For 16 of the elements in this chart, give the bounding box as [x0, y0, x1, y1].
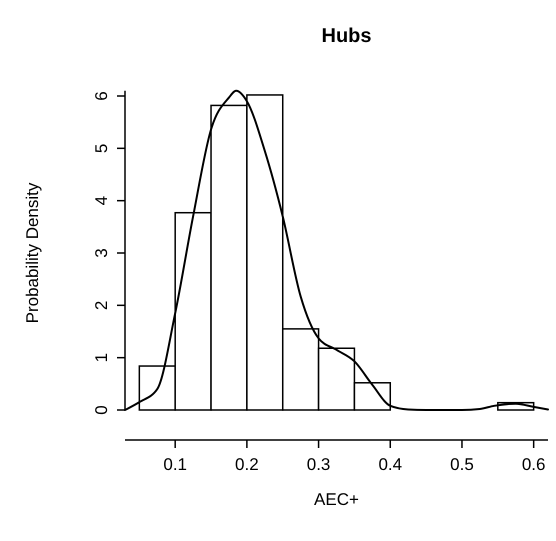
y-tick-label: 4 [92, 196, 111, 206]
y-tick-label: 3 [92, 248, 111, 258]
x-tick-label: 0.2 [235, 455, 259, 474]
x-tick-label: 0.1 [163, 455, 188, 474]
y-tick-label: 5 [92, 144, 111, 154]
x-tick-label: 0.3 [306, 455, 330, 474]
y-tick-label: 6 [92, 91, 111, 101]
chart-title: Hubs [322, 25, 372, 47]
x-tick-label: 0.5 [450, 455, 474, 474]
y-axis-title: Probability Density [23, 182, 42, 324]
y-tick-label: 0 [92, 405, 111, 415]
x-tick-label: 0.4 [378, 455, 402, 474]
x-tick-label: 0.6 [522, 455, 546, 474]
y-tick-label: 1 [92, 352, 111, 362]
y-tick-label: 2 [92, 300, 111, 310]
x-axis-title: AEC+ [314, 490, 360, 509]
